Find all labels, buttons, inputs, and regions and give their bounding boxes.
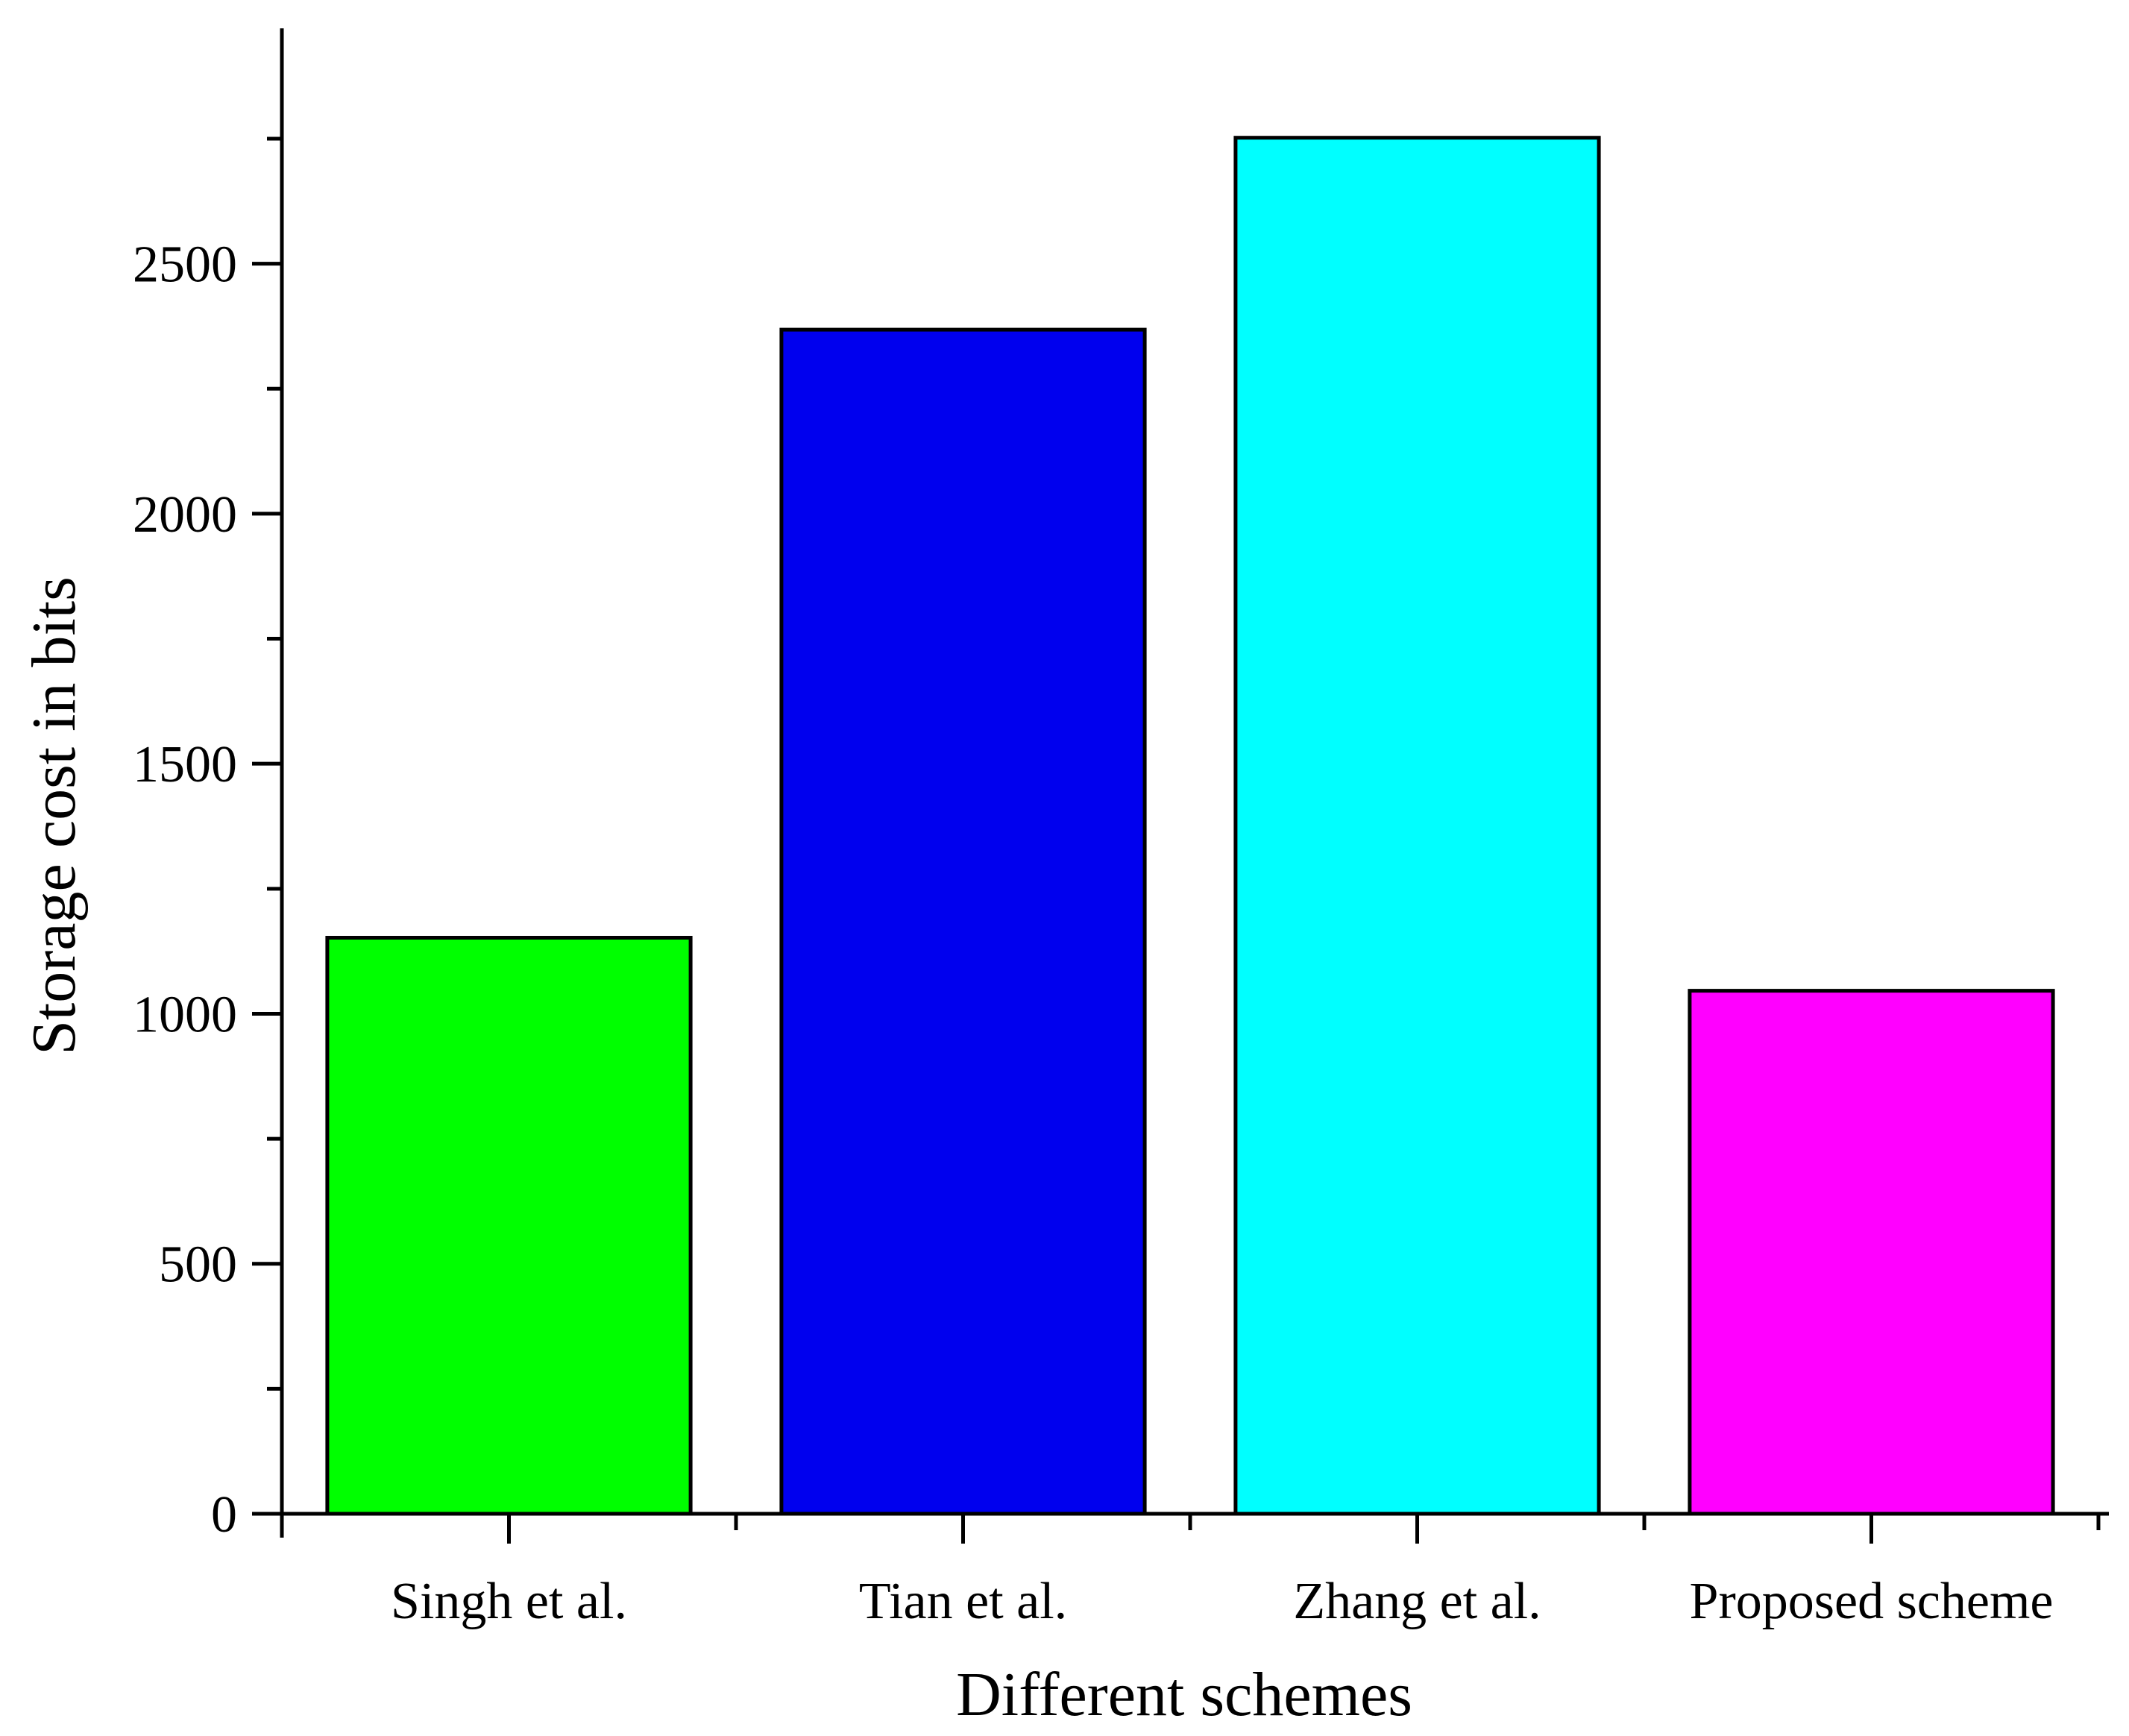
axes-group	[252, 28, 2109, 1538]
y-tick-label: 2000	[133, 486, 237, 544]
x-ticks-group: Singh et al. Tian et al. Zhang et al. Propo…	[391, 1514, 2101, 1630]
y-tick-label: 2500	[133, 236, 237, 294]
bar-zhang-et-al	[1233, 136, 1601, 1516]
y-axis-title: Storage cost in bits	[19, 576, 89, 1055]
bar-proposed-scheme	[1688, 989, 2055, 1516]
x-tick-label: Singh et al.	[391, 1573, 627, 1630]
y-tick-label: 1000	[133, 986, 237, 1043]
y-ticks-group: 0 500 1000 1500 2000 2500	[133, 136, 282, 1544]
bar-tian-et-al	[779, 327, 1147, 1516]
x-tick-label: Tian et al.	[859, 1573, 1067, 1630]
y-tick-label: 0	[211, 1486, 237, 1544]
x-tick-label: Proposed scheme	[1690, 1573, 2054, 1630]
y-tick-label: 500	[159, 1236, 237, 1294]
x-tick-label: Zhang et al.	[1293, 1573, 1541, 1630]
bar-singh-et-al	[325, 936, 693, 1516]
y-tick-label: 1500	[133, 736, 237, 793]
x-axis-title: Different schemes	[956, 1660, 1412, 1729]
bars-group	[325, 136, 2055, 1516]
